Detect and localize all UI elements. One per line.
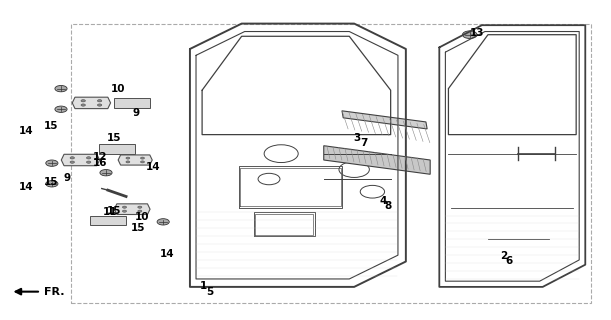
Circle shape bbox=[87, 157, 91, 159]
Circle shape bbox=[97, 100, 102, 102]
Circle shape bbox=[141, 157, 144, 159]
Circle shape bbox=[122, 210, 126, 212]
Text: 11: 11 bbox=[103, 207, 117, 217]
Polygon shape bbox=[118, 155, 152, 165]
Polygon shape bbox=[342, 111, 427, 129]
Polygon shape bbox=[72, 97, 111, 108]
Polygon shape bbox=[61, 154, 100, 166]
Circle shape bbox=[126, 157, 130, 159]
Circle shape bbox=[70, 157, 75, 159]
Text: 2: 2 bbox=[500, 251, 507, 261]
Circle shape bbox=[137, 210, 142, 212]
Text: 13: 13 bbox=[470, 28, 485, 38]
Text: 3: 3 bbox=[354, 133, 361, 143]
Circle shape bbox=[70, 161, 75, 163]
Text: 1: 1 bbox=[200, 281, 208, 291]
Polygon shape bbox=[324, 146, 430, 174]
Text: FR.: FR. bbox=[44, 287, 65, 297]
Circle shape bbox=[122, 206, 126, 208]
Circle shape bbox=[81, 100, 86, 102]
Polygon shape bbox=[114, 98, 150, 108]
Polygon shape bbox=[90, 215, 126, 225]
Text: 6: 6 bbox=[505, 256, 512, 266]
Text: 14: 14 bbox=[159, 249, 174, 259]
Text: 15: 15 bbox=[107, 206, 121, 216]
Circle shape bbox=[97, 104, 102, 106]
Circle shape bbox=[55, 85, 67, 92]
Polygon shape bbox=[114, 204, 150, 214]
Text: 12: 12 bbox=[93, 152, 107, 163]
Text: 7: 7 bbox=[360, 138, 368, 148]
Polygon shape bbox=[99, 144, 135, 154]
Text: 9: 9 bbox=[64, 173, 71, 183]
Circle shape bbox=[46, 180, 58, 187]
Circle shape bbox=[141, 161, 144, 163]
Text: 9: 9 bbox=[133, 108, 140, 118]
Circle shape bbox=[100, 170, 112, 176]
Circle shape bbox=[157, 219, 169, 225]
Text: 15: 15 bbox=[107, 133, 121, 143]
Text: 10: 10 bbox=[135, 212, 150, 222]
Circle shape bbox=[87, 161, 91, 163]
Text: 15: 15 bbox=[131, 223, 145, 233]
Text: 5: 5 bbox=[207, 287, 214, 297]
Circle shape bbox=[137, 206, 142, 208]
Text: 14: 14 bbox=[146, 162, 161, 172]
Text: 14: 14 bbox=[18, 126, 33, 136]
Text: 14: 14 bbox=[18, 182, 33, 192]
Circle shape bbox=[46, 160, 58, 166]
Text: 8: 8 bbox=[384, 201, 392, 211]
Text: 15: 15 bbox=[44, 177, 59, 187]
Text: 15: 15 bbox=[44, 121, 59, 131]
Circle shape bbox=[81, 104, 86, 106]
Text: 4: 4 bbox=[379, 196, 387, 206]
Circle shape bbox=[55, 106, 67, 112]
Text: 10: 10 bbox=[111, 84, 125, 94]
Text: 16: 16 bbox=[93, 158, 107, 168]
Circle shape bbox=[126, 161, 130, 163]
Circle shape bbox=[463, 31, 477, 38]
